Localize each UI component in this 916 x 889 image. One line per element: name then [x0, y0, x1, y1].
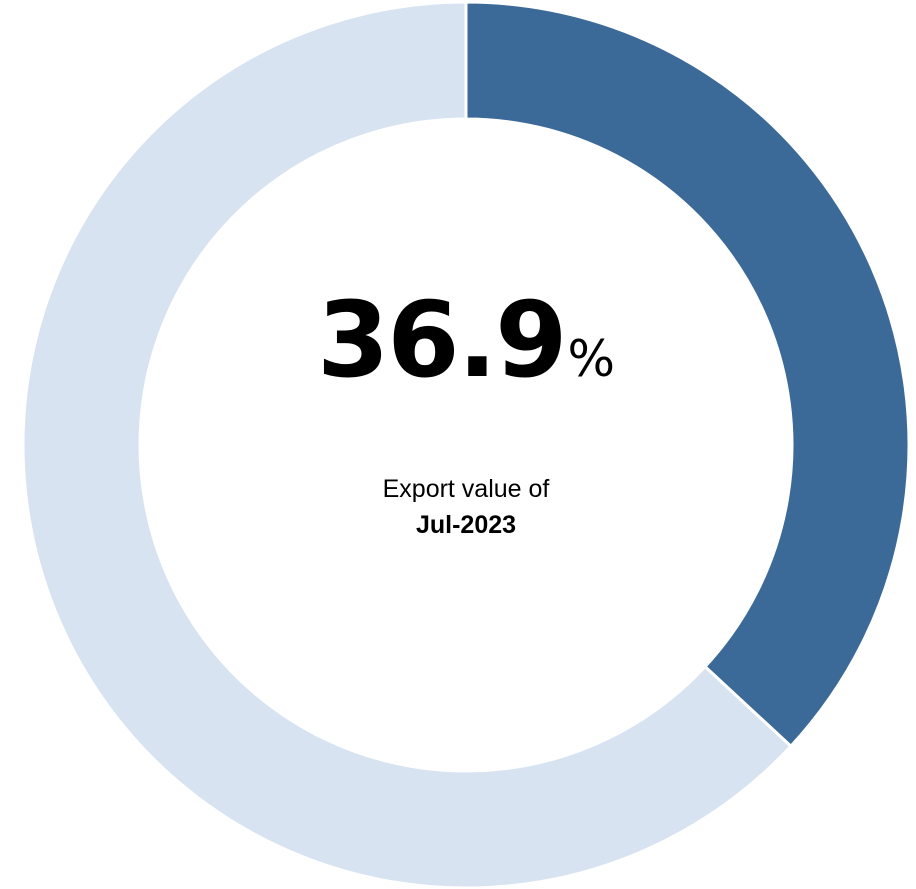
center-caption-line1: Export value of [382, 475, 550, 503]
donut-slice-1 [464, 0, 911, 749]
center-value: 36.9 [316, 279, 568, 401]
center-value-display: 36.9% [233, 280, 699, 419]
donut-slices [21, 0, 911, 889]
center-value-unit: % [567, 330, 616, 388]
center-caption-line2: Jul-2023 [415, 511, 517, 539]
donut-slice-2 [21, 0, 793, 889]
center-label: 36.9% Export value of Jul-2023 [233, 280, 699, 543]
